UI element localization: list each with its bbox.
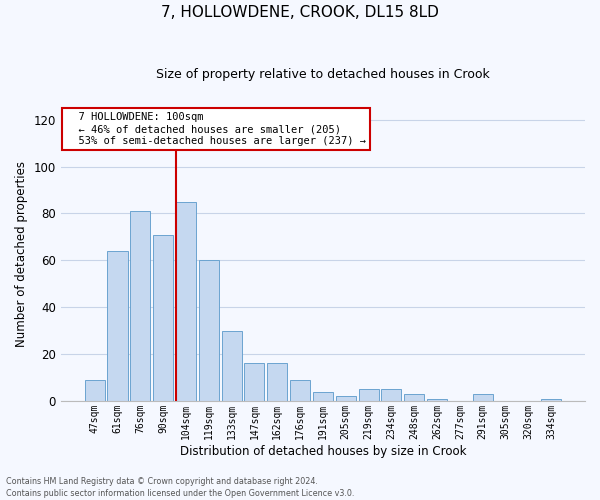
- Bar: [541, 398, 561, 401]
- Bar: [130, 211, 151, 401]
- Bar: [85, 380, 105, 401]
- Bar: [176, 202, 196, 401]
- Bar: [313, 392, 333, 401]
- Text: Contains HM Land Registry data © Crown copyright and database right 2024.
Contai: Contains HM Land Registry data © Crown c…: [6, 476, 355, 498]
- Title: Size of property relative to detached houses in Crook: Size of property relative to detached ho…: [156, 68, 490, 80]
- Bar: [382, 389, 401, 401]
- Bar: [199, 260, 219, 401]
- Text: 7 HOLLOWDENE: 100sqm
  ← 46% of detached houses are smaller (205)
  53% of semi-: 7 HOLLOWDENE: 100sqm ← 46% of detached h…: [66, 112, 366, 146]
- X-axis label: Distribution of detached houses by size in Crook: Distribution of detached houses by size …: [179, 444, 466, 458]
- Text: 7, HOLLOWDENE, CROOK, DL15 8LD: 7, HOLLOWDENE, CROOK, DL15 8LD: [161, 5, 439, 20]
- Bar: [427, 398, 447, 401]
- Bar: [404, 394, 424, 401]
- Bar: [473, 394, 493, 401]
- Bar: [335, 396, 356, 401]
- Y-axis label: Number of detached properties: Number of detached properties: [15, 162, 28, 348]
- Bar: [153, 234, 173, 401]
- Bar: [221, 330, 242, 401]
- Bar: [267, 364, 287, 401]
- Bar: [290, 380, 310, 401]
- Bar: [359, 389, 379, 401]
- Bar: [244, 364, 265, 401]
- Bar: [107, 251, 128, 401]
